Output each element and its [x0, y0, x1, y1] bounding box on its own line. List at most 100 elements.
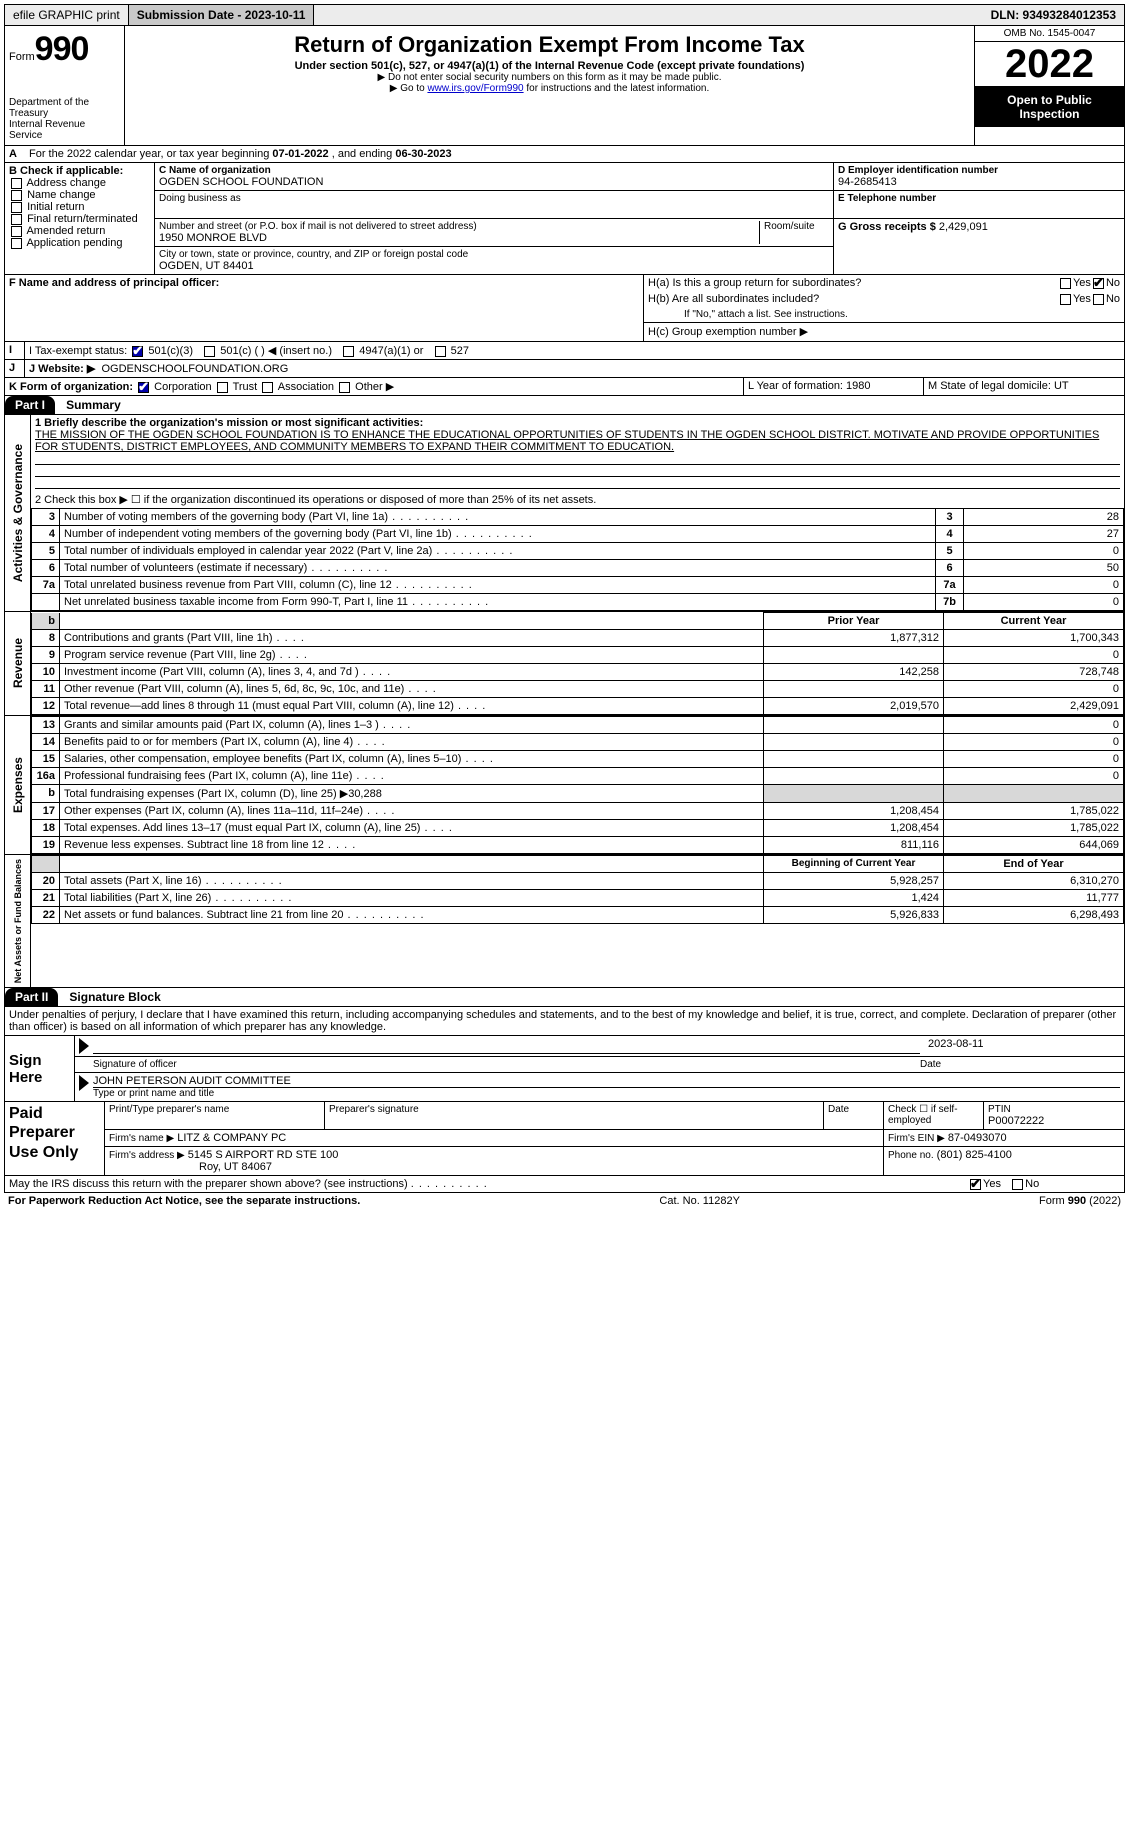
box-l: L Year of formation: 1980	[744, 378, 924, 395]
line-a-tax-period: A For the 2022 calendar year, or tax yea…	[4, 146, 1125, 163]
box-ha-label: H(a) Is this a group return for subordin…	[648, 277, 1058, 289]
form-note2: ▶ Go to www.irs.gov/Form990 for instruct…	[133, 83, 966, 94]
name-change-checkbox[interactable]	[11, 190, 22, 201]
irs-link[interactable]: www.irs.gov/Form990	[427, 83, 523, 94]
tax-year: 2022	[975, 42, 1124, 87]
tab-net-assets: Net Assets or Fund Balances	[13, 855, 23, 987]
city-label: City or town, state or province, country…	[159, 249, 829, 260]
firm-ein: 87-0493070	[948, 1132, 1007, 1144]
governance-table: 3Number of voting members of the governi…	[31, 508, 1124, 611]
mission-text: THE MISSION OF THE OGDEN SCHOOL FOUNDATI…	[35, 429, 1120, 453]
paid-preparer-label: Paid Preparer Use Only	[5, 1102, 105, 1175]
box-g-label: G Gross receipts $	[838, 221, 936, 233]
irs-label: Internal Revenue Service	[9, 119, 120, 141]
page-footer: For Paperwork Reduction Act Notice, see …	[4, 1193, 1125, 1209]
room-suite-label: Room/suite	[759, 221, 829, 244]
4947-checkbox[interactable]	[343, 346, 354, 357]
self-employed: Check ☐ if self-employed	[884, 1102, 984, 1129]
footer-form-ref: Form 990 (2022)	[1039, 1195, 1121, 1207]
net-assets-table: Beginning of Current Year End of Year 20…	[31, 855, 1124, 924]
gross-receipts: 2,429,091	[939, 221, 988, 233]
tab-revenue: Revenue	[11, 634, 25, 692]
ha-no-checkbox[interactable]	[1093, 278, 1104, 289]
hb-no-checkbox[interactable]	[1093, 294, 1104, 305]
city-state-zip: OGDEN, UT 84401	[159, 260, 829, 272]
line2-text: 2 Check this box ▶ ☐ if the organization…	[31, 491, 1124, 508]
ha-yes-checkbox[interactable]	[1060, 278, 1071, 289]
perjury-statement: Under penalties of perjury, I declare th…	[5, 1007, 1124, 1035]
open-to-public: Open to Public Inspection	[975, 87, 1124, 127]
other-checkbox[interactable]	[339, 382, 350, 393]
ein-value: 94-2685413	[838, 176, 1120, 188]
amended-return-checkbox[interactable]	[11, 226, 22, 237]
org-name: OGDEN SCHOOL FOUNDATION	[159, 176, 829, 188]
prep-name-label: Print/Type preparer's name	[109, 1104, 320, 1115]
part2-title: Signature Block	[61, 990, 160, 1004]
line1-label: 1 Briefly describe the organization's mi…	[35, 417, 1120, 429]
527-checkbox[interactable]	[435, 346, 446, 357]
firm-name: LITZ & COMPANY PC	[177, 1132, 286, 1144]
box-hb-note: If "No," attach a list. See instructions…	[644, 307, 1124, 322]
tab-activities-governance: Activities & Governance	[11, 440, 25, 586]
prep-sig-label: Preparer's signature	[329, 1104, 819, 1115]
form-header: Form990 Department of the Treasury Inter…	[4, 26, 1125, 146]
initial-return-checkbox[interactable]	[11, 202, 22, 213]
box-hb-label: H(b) Are all subordinates included?	[648, 293, 1058, 305]
form-number: Form990	[9, 30, 120, 69]
signature-arrow-icon	[79, 1038, 89, 1054]
firm-addr2: Roy, UT 84067	[109, 1161, 272, 1173]
501c3-checkbox[interactable]	[132, 346, 143, 357]
box-f-label: F Name and address of principal officer:	[9, 277, 219, 289]
discuss-question: May the IRS discuss this return with the…	[9, 1178, 408, 1190]
dept-treasury: Department of the Treasury	[9, 97, 120, 119]
box-e-label: E Telephone number	[838, 193, 1120, 204]
dln-label: DLN: 93493284012353	[983, 5, 1124, 25]
tax-exempt-status: I Tax-exempt status: 501(c)(3) 501(c) ( …	[25, 342, 1124, 359]
application-pending-checkbox[interactable]	[11, 238, 22, 249]
box-k-form-org: K Form of organization: Corporation Trus…	[5, 378, 744, 395]
form-note1: ▶ Do not enter social security numbers o…	[133, 72, 966, 83]
omb-number: OMB No. 1545-0047	[975, 26, 1124, 42]
firm-addr1: 5145 S AIRPORT RD STE 100	[188, 1149, 339, 1161]
assoc-checkbox[interactable]	[262, 382, 273, 393]
box-b-checkboxes: B Check if applicable: Address change Na…	[5, 163, 155, 274]
trust-checkbox[interactable]	[217, 382, 228, 393]
form-title: Return of Organization Exempt From Incom…	[133, 32, 966, 58]
street-address: 1950 MONROE BLVD	[159, 232, 759, 244]
address-change-checkbox[interactable]	[11, 178, 22, 189]
box-m: M State of legal domicile: UT	[924, 378, 1124, 395]
form-subtitle: Under section 501(c), 527, or 4947(a)(1)…	[133, 60, 966, 72]
sign-here-label: Sign Here	[5, 1036, 75, 1101]
corp-checkbox[interactable]	[138, 382, 149, 393]
website-row: J Website: ▶ OGDENSCHOOLFOUNDATION.ORG	[25, 360, 1124, 377]
type-name-label: Type or print name and title	[93, 1088, 1120, 1099]
officer-name: JOHN PETERSON AUDIT COMMITTEE	[93, 1075, 1120, 1088]
date-label: Date	[920, 1059, 1120, 1070]
ptin-label: PTIN	[988, 1104, 1120, 1115]
tab-expenses: Expenses	[11, 753, 25, 817]
box-c-name-label: C Name of organization	[159, 165, 829, 176]
discuss-yes-checkbox[interactable]	[970, 1179, 981, 1190]
submission-date-button[interactable]: Submission Date - 2023-10-11	[129, 5, 315, 25]
discuss-no-checkbox[interactable]	[1012, 1179, 1023, 1190]
prep-date-label: Date	[824, 1102, 884, 1129]
signature-arrow-icon-2	[79, 1075, 89, 1091]
dba-label: Doing business as	[159, 193, 829, 204]
sig-date: 2023-08-11	[920, 1038, 1120, 1054]
hb-yes-checkbox[interactable]	[1060, 294, 1071, 305]
revenue-table: b Prior Year Current Year 8Contributions…	[31, 612, 1124, 715]
addr-label: Number and street (or P.O. box if mail i…	[159, 221, 759, 232]
part1-title: Summary	[58, 398, 121, 412]
efile-label: efile GRAPHIC print	[5, 5, 129, 25]
501c-checkbox[interactable]	[204, 346, 215, 357]
box-d-label: D Employer identification number	[838, 165, 1120, 176]
expenses-table: 13Grants and similar amounts paid (Part …	[31, 716, 1124, 854]
firm-phone: (801) 825-4100	[937, 1149, 1012, 1161]
efile-topbar: efile GRAPHIC print Submission Date - 20…	[4, 4, 1125, 26]
ptin-value: P00072222	[988, 1115, 1120, 1127]
part1-header: Part I	[5, 396, 55, 414]
part2-header: Part II	[5, 988, 58, 1006]
box-hc-label: H(c) Group exemption number ▶	[644, 322, 1124, 340]
final-return-checkbox[interactable]	[11, 214, 22, 225]
sig-officer-label: Signature of officer	[93, 1059, 920, 1070]
